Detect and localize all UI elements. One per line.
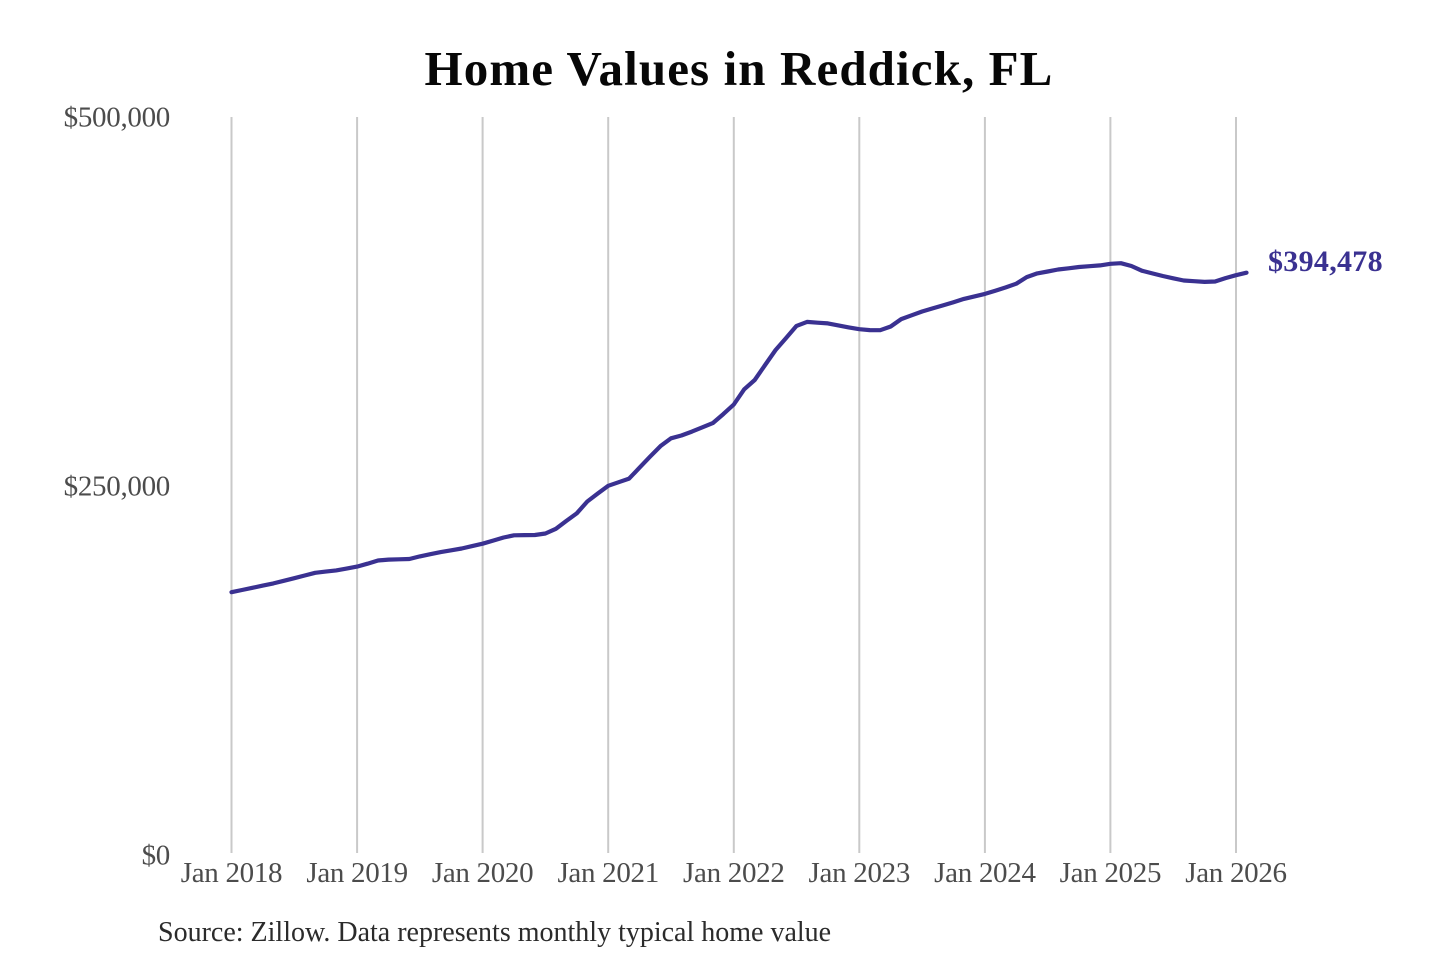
svg-text:Jan 2020: Jan 2020	[432, 857, 534, 889]
svg-text:$394,478: $394,478	[1268, 245, 1383, 278]
svg-text:$500,000: $500,000	[64, 102, 170, 134]
svg-text:Jan 2023: Jan 2023	[809, 857, 911, 889]
svg-text:Jan 2018: Jan 2018	[181, 857, 283, 889]
svg-text:Home Values in Reddick, FL: Home Values in Reddick, FL	[425, 41, 1054, 96]
svg-text:Source: Zillow. Data represent: Source: Zillow. Data represents monthly …	[158, 917, 831, 948]
svg-text:Jan 2019: Jan 2019	[306, 857, 408, 889]
svg-text:Jan 2026: Jan 2026	[1185, 857, 1287, 889]
svg-text:Jan 2025: Jan 2025	[1060, 857, 1162, 889]
svg-text:Jan 2022: Jan 2022	[683, 857, 785, 889]
svg-text:$250,000: $250,000	[64, 471, 170, 503]
svg-text:$0: $0	[142, 840, 170, 872]
svg-text:Jan 2021: Jan 2021	[557, 857, 659, 889]
svg-text:Jan 2024: Jan 2024	[934, 857, 1036, 889]
